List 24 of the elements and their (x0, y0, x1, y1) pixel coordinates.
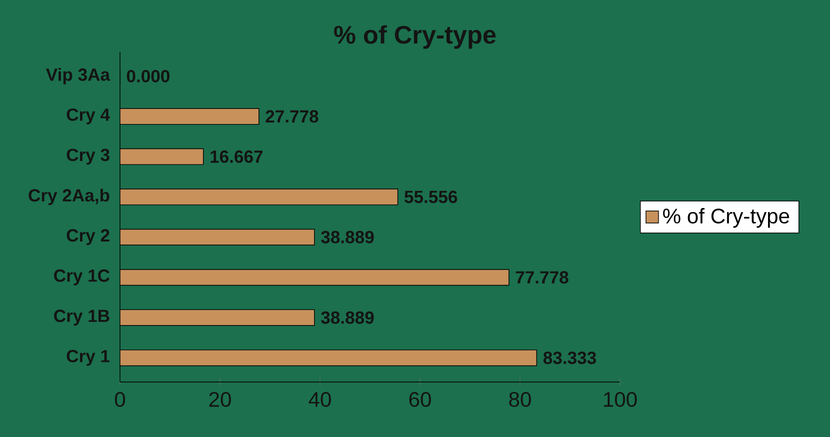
x-tick-label: 60 (409, 392, 431, 407)
data-label: 0.000 (126, 70, 170, 82)
y-tick-label: Cry 1B (54, 310, 110, 326)
y-tick-label: Cry 2 (66, 229, 110, 246)
data-label: 77.778 (516, 271, 568, 284)
x-tick-label: 20 (209, 392, 231, 407)
y-tick-label: Cry 3 (66, 148, 110, 165)
x-tick-label: 80 (509, 392, 531, 407)
y-tick-label: Cry 1 (66, 350, 110, 366)
y-tick-label: Cry 2Aa,b (28, 188, 110, 206)
y-tick-label: Vip 3Aa (46, 68, 110, 84)
legend-label: % of Cry-type (663, 208, 790, 228)
data-label: 83.333 (543, 352, 596, 364)
data-label: 55.556 (404, 190, 458, 204)
data-label: 38.889 (321, 311, 374, 324)
data-label: 27.778 (266, 110, 318, 123)
x-tick-label: 0 (114, 392, 126, 407)
data-label: 38.889 (321, 230, 374, 244)
x-tick-label: 40 (308, 392, 331, 407)
y-tick-label: Cry 1C (54, 269, 110, 286)
chart-title: % of Cry-type (334, 25, 496, 49)
data-label: 16.667 (210, 150, 263, 163)
y-tick-label: Cry 4 (66, 108, 110, 124)
x-tick-label: 100 (604, 392, 637, 407)
